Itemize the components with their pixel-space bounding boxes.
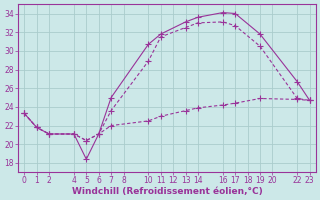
X-axis label: Windchill (Refroidissement éolien,°C): Windchill (Refroidissement éolien,°C) [72, 187, 262, 196]
